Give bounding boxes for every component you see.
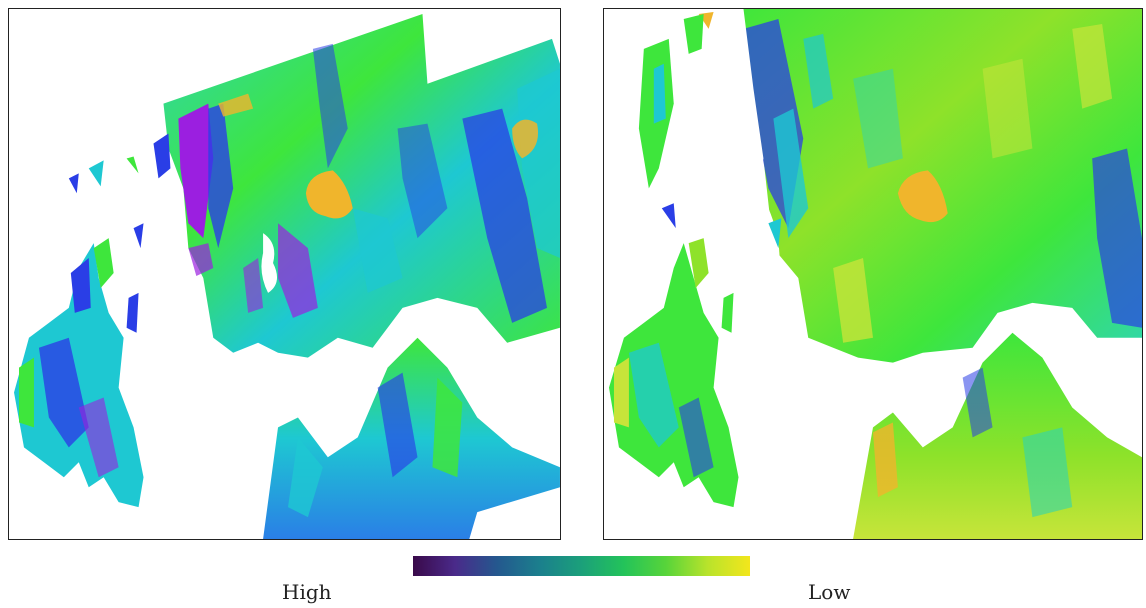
map-water xyxy=(713,9,764,209)
map-streak xyxy=(982,58,1033,159)
map-streak xyxy=(312,43,348,169)
legend-label-high: High xyxy=(282,580,332,604)
map-streak xyxy=(78,397,119,478)
map-streak xyxy=(70,258,91,313)
map-streak xyxy=(377,372,418,478)
map-lake xyxy=(218,93,254,117)
map-streak xyxy=(278,223,318,318)
colorbar-gradient xyxy=(413,556,750,576)
map-panel-left xyxy=(8,8,561,540)
map-water xyxy=(763,208,780,281)
map-islet xyxy=(93,238,114,288)
map-streak xyxy=(962,367,993,438)
map-image-left xyxy=(14,13,560,539)
map-streak xyxy=(803,33,834,109)
map-islet xyxy=(661,203,676,229)
map-islet xyxy=(188,243,214,276)
map-streak xyxy=(628,342,679,448)
map-streak xyxy=(1092,148,1142,328)
map-streak xyxy=(432,377,463,478)
map-islet xyxy=(126,156,139,174)
map-streak xyxy=(178,103,214,239)
map-streak xyxy=(1072,23,1113,109)
map-streak xyxy=(678,397,714,478)
map-streak xyxy=(853,68,903,169)
map-lake xyxy=(305,170,353,219)
map-image-right xyxy=(608,9,1142,539)
map-islet xyxy=(768,218,782,249)
map-islet xyxy=(133,223,144,249)
map-streak xyxy=(1022,427,1073,518)
map-islet xyxy=(653,63,666,124)
map-streak xyxy=(243,258,264,313)
map-panel-right xyxy=(603,8,1143,540)
map-islet xyxy=(688,238,709,288)
map-streak xyxy=(773,108,809,239)
map-streak xyxy=(873,422,898,498)
map-water xyxy=(261,233,278,293)
map-lake xyxy=(512,119,539,159)
map-streak xyxy=(38,337,89,448)
map-islet xyxy=(683,13,704,54)
map-islet xyxy=(153,133,171,179)
map-islet xyxy=(126,292,139,333)
map-streak xyxy=(613,357,629,428)
map-region-south-right xyxy=(853,332,1142,539)
map-streak xyxy=(462,108,548,323)
map-islet xyxy=(721,292,734,333)
map-islet xyxy=(68,173,79,194)
map-lake xyxy=(897,170,948,223)
map-islet xyxy=(88,160,104,187)
legend-label-low: Low xyxy=(808,580,851,604)
map-streak xyxy=(19,357,34,428)
map-streak xyxy=(833,258,873,343)
map-streak xyxy=(208,103,234,249)
map-streak xyxy=(352,208,403,293)
colorbar xyxy=(413,556,750,576)
map-streak xyxy=(397,123,448,239)
map-streak xyxy=(517,68,560,259)
map-streak xyxy=(287,437,323,518)
